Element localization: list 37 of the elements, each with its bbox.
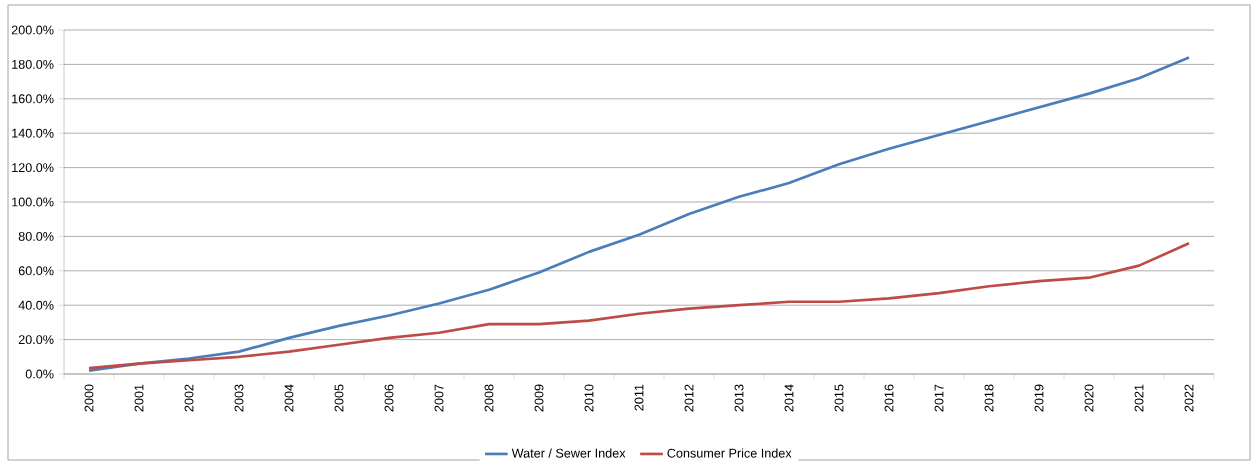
y-tick-label: 80.0%: [18, 232, 54, 241]
y-tick-label: 160.0%: [12, 94, 54, 104]
x-tick-label: 2015: [834, 384, 844, 412]
y-tick-label: 40.0%: [18, 300, 54, 310]
y-tick-label: 20.0%: [18, 335, 54, 345]
y-tick-label: 100.0%: [12, 197, 54, 207]
x-tick-label: 2001: [134, 384, 144, 412]
x-tick-label: 2002: [184, 384, 194, 412]
y-tick-label: 0.0%: [25, 369, 54, 379]
x-tick-label: 2012: [684, 384, 694, 412]
legend-label: Consumer Price Index: [667, 448, 792, 458]
x-tick-label: 2007: [434, 384, 444, 412]
y-tick-label: 140.0%: [12, 128, 54, 138]
x-tick-label: 2022: [1184, 384, 1194, 412]
y-tick-label: 120.0%: [12, 163, 54, 173]
x-tick-label: 2017: [934, 384, 944, 412]
x-tick-label: 2019: [1034, 384, 1044, 412]
y-tick-label: 200.0%: [11, 25, 54, 35]
x-tick-label: 2006: [384, 384, 394, 412]
y-tick-label: 180.0%: [12, 60, 54, 69]
x-tick-label: 2021: [1134, 384, 1144, 412]
x-tick-label: 2020: [1084, 384, 1094, 412]
x-tick-label: 2013: [734, 384, 744, 412]
legend-label: Water / Sewer Index: [511, 448, 626, 458]
x-tick-label: 2016: [884, 384, 894, 412]
x-tick-label: 2004: [284, 384, 294, 412]
x-tick-label: 2008: [484, 384, 494, 412]
y-tick-label: 60.0%: [18, 266, 54, 276]
x-tick-label: 2018: [984, 384, 994, 412]
x-tick-label: 2009: [534, 384, 544, 412]
line-series: [87, 242, 1191, 370]
x-tick-label: 2005: [334, 384, 344, 412]
x-tick-label: 2014: [784, 384, 794, 412]
x-tick-label: 2010: [584, 384, 594, 412]
x-tick-label: 2003: [234, 384, 244, 412]
x-tick-label: 2011: [634, 384, 644, 411]
x-tick-label: 2000: [84, 384, 94, 412]
